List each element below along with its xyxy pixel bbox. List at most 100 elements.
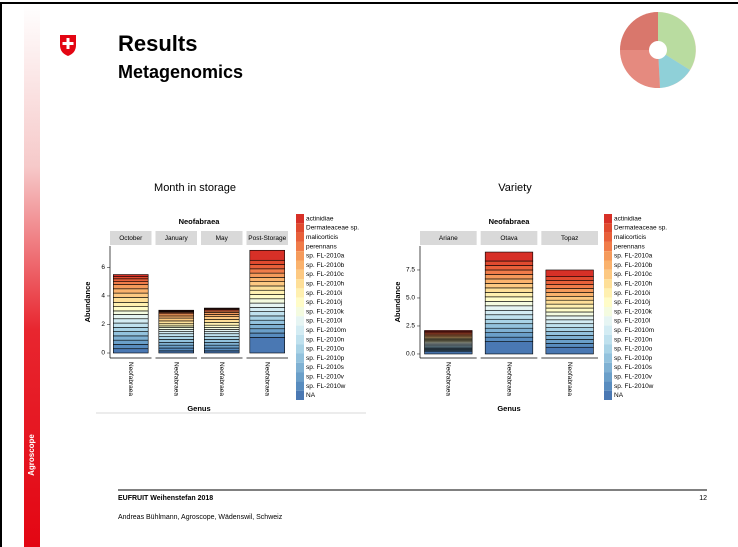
bar-segment <box>545 339 594 344</box>
bar-segment <box>249 302 285 308</box>
facet-strip <box>420 231 477 245</box>
bar-segment <box>545 343 594 348</box>
bar-segment <box>249 307 285 312</box>
bar-segment <box>158 344 194 349</box>
legend-key <box>604 362 612 373</box>
legend-key <box>604 353 612 363</box>
y-axis-label: Abundance <box>83 282 92 323</box>
legend-label: sp. FL-2010l <box>306 318 343 325</box>
facet-label: Ariane <box>439 235 458 242</box>
bar-segment <box>249 285 285 291</box>
bar-segment <box>204 329 240 332</box>
legend-label: sp. FL-2010k <box>306 308 345 315</box>
facet-strip <box>201 231 243 245</box>
bar-segment <box>113 302 149 307</box>
bar-segment <box>484 287 534 293</box>
legend-label: sp. FL-2010c <box>306 271 345 278</box>
legend-key <box>604 297 612 307</box>
bar-segment <box>158 320 194 325</box>
legend-key <box>296 223 304 233</box>
bar-segment <box>545 276 594 281</box>
legend-key <box>296 353 304 363</box>
legend-key <box>604 334 612 345</box>
bar-segment <box>545 269 594 277</box>
y-axis-label: Abundance <box>393 282 402 323</box>
facet-strip <box>110 231 152 245</box>
legend-key <box>296 390 304 400</box>
bar-segment <box>113 344 149 350</box>
bar-segment <box>113 278 149 282</box>
bar-segment <box>204 316 240 320</box>
x-axis-label: Genus <box>187 404 210 413</box>
legend-key <box>604 381 612 391</box>
y-tick-label: 5.0 <box>406 295 415 302</box>
legend-label: sp. FL-2010i <box>306 290 342 297</box>
bar-segment <box>249 311 285 317</box>
slide-title: Results <box>118 31 197 56</box>
legend-key <box>296 251 304 261</box>
bar-segment <box>249 289 285 295</box>
y-tick-label: 4 <box>101 293 105 300</box>
legend-key <box>296 232 304 242</box>
bar-segment <box>113 281 149 285</box>
krona-thumbnail <box>620 12 696 89</box>
legend-key <box>604 390 612 400</box>
bar-segment <box>113 318 149 324</box>
legend-label: sp. FL-2010n <box>306 336 345 343</box>
bar-segment <box>204 324 240 328</box>
y-tick-label: 6 <box>101 264 105 271</box>
bar-segment <box>113 276 149 280</box>
legend-label: sp. FL-2010v <box>306 374 345 381</box>
bar-segment <box>484 274 534 280</box>
bar-segment <box>113 331 149 337</box>
facet-label: January <box>165 235 189 242</box>
legend-label: sp. FL-2010p <box>614 355 653 362</box>
bar-segment <box>545 327 594 332</box>
legend-label: actinidiae <box>614 215 642 222</box>
legend-label: Dermateaceae sp. <box>614 225 667 232</box>
y-tick-label: 2 <box>101 321 105 328</box>
legend-label: sp. FL-2010i <box>614 290 650 297</box>
bar-segment <box>204 314 240 317</box>
bar-segment <box>484 269 534 275</box>
chart-title: Neofabraea <box>489 217 531 226</box>
bar-segment <box>113 348 149 354</box>
bar-segment <box>545 292 594 297</box>
side-stripe <box>24 4 40 547</box>
facet-label: Topaz <box>561 235 578 242</box>
legend-label: perennans <box>306 243 337 250</box>
legend-key <box>604 214 612 224</box>
bar-segment <box>484 251 534 262</box>
legend-key <box>296 372 304 382</box>
legend-label: sp. FL-2010o <box>614 346 653 353</box>
legend-key <box>604 251 612 261</box>
legend-label: sp. FL-2010p <box>306 355 345 362</box>
bar-segment <box>113 310 149 315</box>
legend-label: sp. FL-2010l <box>614 318 651 325</box>
legend-key <box>296 288 304 298</box>
legend-key <box>296 279 304 289</box>
facet-strip <box>246 231 288 245</box>
legend-label: sp. FL-2010v <box>614 374 653 381</box>
legend-key <box>296 344 304 354</box>
x-axis-label: Genus <box>497 404 520 413</box>
bar-segment <box>113 306 149 312</box>
bar-segment <box>204 342 240 346</box>
legend-key <box>604 223 612 233</box>
chart-caption: Variety <box>498 182 532 194</box>
bar-segment <box>484 318 534 325</box>
legend-label: sp. FL-2010h <box>614 281 653 288</box>
bar-segment <box>113 322 149 328</box>
bar-segment <box>249 259 285 265</box>
sidebar-label: Agroscope <box>27 434 36 476</box>
legend-key <box>296 241 304 252</box>
bar-segment <box>249 328 285 334</box>
legend-key <box>296 316 304 326</box>
bar-segment <box>204 307 240 310</box>
bar-segment <box>424 351 473 355</box>
bar-segment <box>113 288 149 294</box>
legend-key <box>604 307 612 317</box>
x-tick-label: Neofabraea <box>127 362 134 396</box>
slide-subtitle: Metagenomics <box>118 62 243 82</box>
